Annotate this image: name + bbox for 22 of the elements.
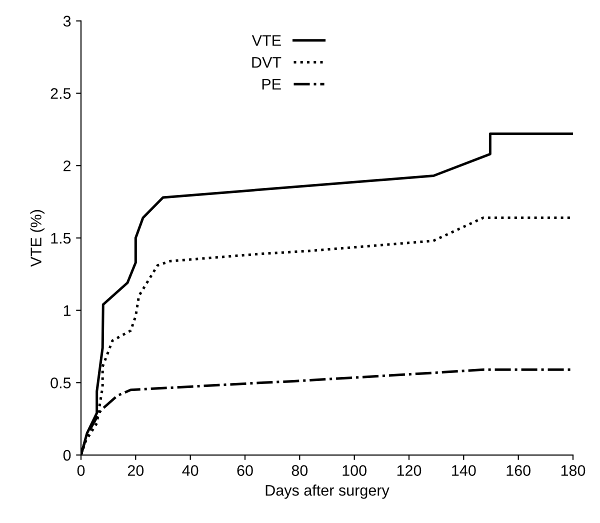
x-tick-label: 100	[342, 465, 366, 476]
y-axis-title: VTE (%)	[30, 210, 44, 267]
x-tick-label: 180	[561, 465, 586, 476]
x-tick-label: 40	[182, 465, 198, 476]
y-tick-label: 0	[63, 450, 71, 461]
x-axis-title: Days after surgery	[266, 484, 390, 499]
y-tick-label: 1	[64, 305, 71, 316]
x-tick-label: 60	[237, 465, 253, 476]
x-tick-label: 20	[128, 465, 144, 476]
y-tick-label: 2.5	[50, 88, 71, 99]
y-tick-label: 0.5	[50, 378, 71, 388]
legend-label: VTE	[252, 35, 281, 46]
x-tick-label: 160	[506, 465, 530, 476]
x-tick-label: 0	[77, 465, 85, 476]
y-tick-label: 3	[63, 16, 71, 27]
y-tick-label: 1.5	[51, 232, 71, 244]
x-tick-label: 120	[397, 465, 422, 476]
legend-label: DVT	[252, 57, 282, 68]
x-tick-label: 140	[452, 465, 476, 476]
legend-label: PE	[262, 78, 281, 90]
x-tick-label: 80	[292, 465, 308, 476]
y-tick-label: 2	[64, 160, 71, 172]
